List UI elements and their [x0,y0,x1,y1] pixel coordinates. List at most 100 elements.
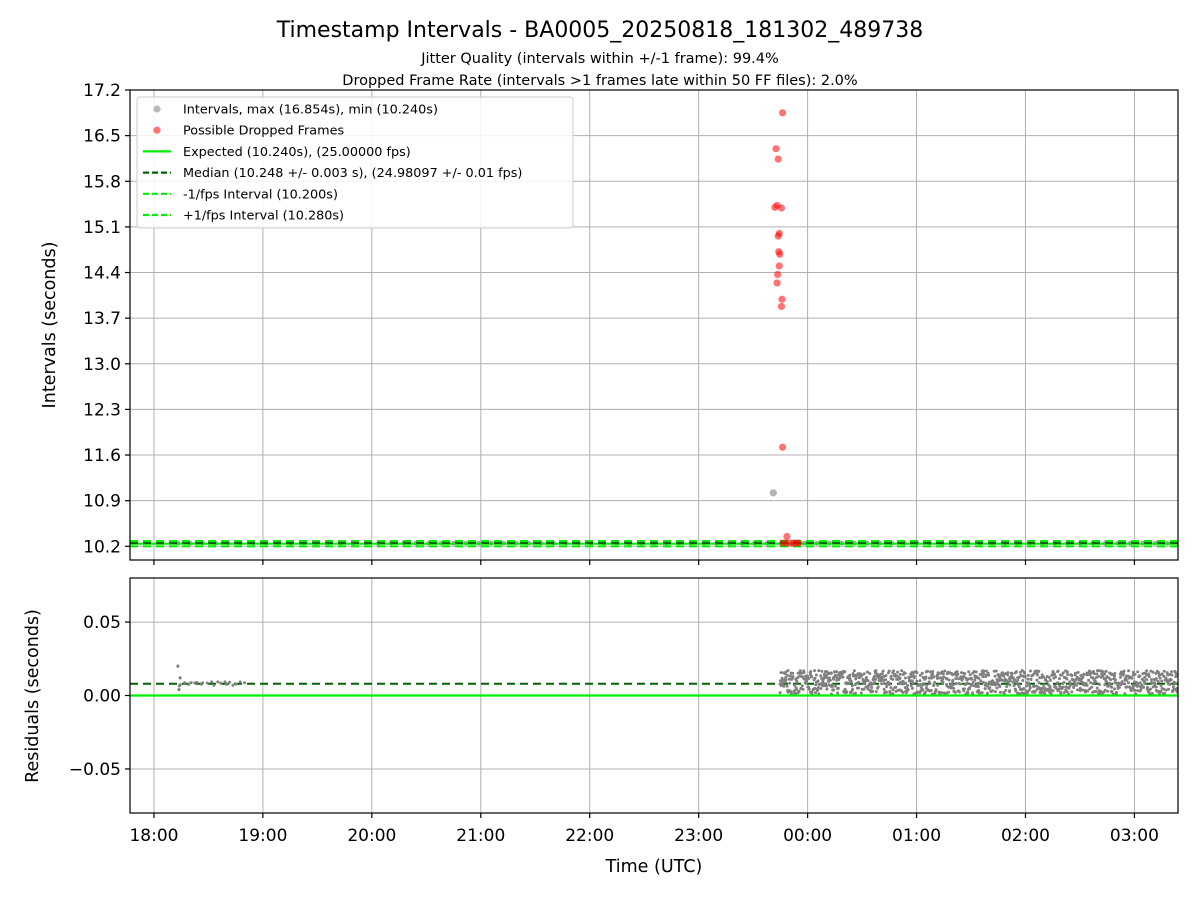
residual-point [1042,675,1046,679]
residual-point [1103,683,1107,687]
top-data [130,109,1178,548]
residual-point [1091,681,1095,685]
residual-point [936,671,940,675]
residual-point [920,671,924,675]
x-tick-label: 22:00 [565,826,614,846]
residual-point [782,684,786,688]
residual-point [909,684,913,688]
residual-point [1071,678,1075,682]
residual-point [1147,675,1151,679]
residual-point [1062,680,1066,684]
residual-point [999,673,1003,677]
residual-point [993,683,997,687]
residual-point [849,680,853,684]
residual-point [931,669,935,673]
residual-point [1103,672,1107,676]
residual-point [1156,680,1160,684]
residual-point [984,669,988,673]
residual-point [1157,671,1161,675]
residual-point [892,669,896,673]
residual-point [903,671,907,675]
dropped-frame-point [774,270,782,279]
residual-point [1154,671,1158,675]
residual-point [825,684,829,688]
residual-point [1159,684,1163,688]
residual-point [1006,671,1010,675]
residual-point [1160,679,1164,683]
residual-point [936,683,940,687]
x-axis-label: Time (UTC) [605,857,703,877]
residual-point [1013,678,1017,682]
residual-point [985,684,989,688]
residual-point [1118,675,1122,679]
residual-point [845,690,849,694]
residual-point [1150,692,1154,696]
residual-point [1073,680,1077,684]
x-tick-label: 18:00 [129,826,178,846]
residual-point [880,682,884,686]
residual-point [1043,691,1047,695]
dropped-frame-point [771,203,779,211]
residual-point [1023,671,1027,675]
residual-point [894,685,898,689]
residual-point [860,673,864,677]
residual-point [1065,677,1069,681]
residual-point [940,670,944,674]
residual-point [951,678,955,682]
residual-point [1123,682,1127,686]
residual-point [862,687,866,691]
residual-point [840,672,844,676]
residual-point [1145,678,1149,682]
residual-point [838,676,842,680]
residual-point [891,677,895,681]
residual-point [924,676,928,680]
residual-point [814,691,818,695]
residual-point [960,678,964,682]
dropped-frame-point [777,204,786,212]
residual-point [1125,685,1129,689]
residual-point [1045,680,1049,684]
residual-point [1149,678,1153,682]
residual-point [882,682,886,686]
residual-point [1039,691,1043,695]
residual-point [963,672,967,676]
residual-point [1147,672,1151,676]
residual-point [958,682,962,686]
dropped-frame-point [772,145,780,153]
residual-point [1035,673,1039,677]
residual-point [995,678,999,682]
residual-point [1023,675,1027,679]
residual-point [1085,683,1089,687]
residual-point [889,686,893,690]
top-axes-frame [129,89,1179,561]
residual-point [1022,687,1026,691]
residual-point [813,676,817,680]
dropped-frame-point [776,250,784,258]
residual-point [967,677,971,681]
residual-point [1044,677,1048,681]
residual-point [779,671,783,675]
residual-point [1072,683,1076,687]
residual-point [1154,677,1158,681]
bottom-y-tick-label: −0.05 [69,760,121,780]
residual-point [1126,681,1130,685]
residual-point [1065,690,1069,694]
residual-point [971,681,975,685]
residual-point [962,687,966,691]
residual-point [932,675,936,679]
residual-point [788,681,792,685]
residual-point [183,681,187,685]
residual-point [1004,688,1008,692]
residual-point [1145,669,1149,673]
residual-point [981,680,985,684]
residual-point [861,677,865,681]
residual-point [789,690,793,694]
residual-point [977,688,981,692]
top-y-tick-label: 12.3 [83,400,121,420]
dropped-frame-point [777,302,786,311]
residual-point [853,691,857,695]
residual-point [919,686,923,690]
residual-point [933,690,937,694]
residual-point [977,681,981,685]
residual-point [785,684,789,688]
